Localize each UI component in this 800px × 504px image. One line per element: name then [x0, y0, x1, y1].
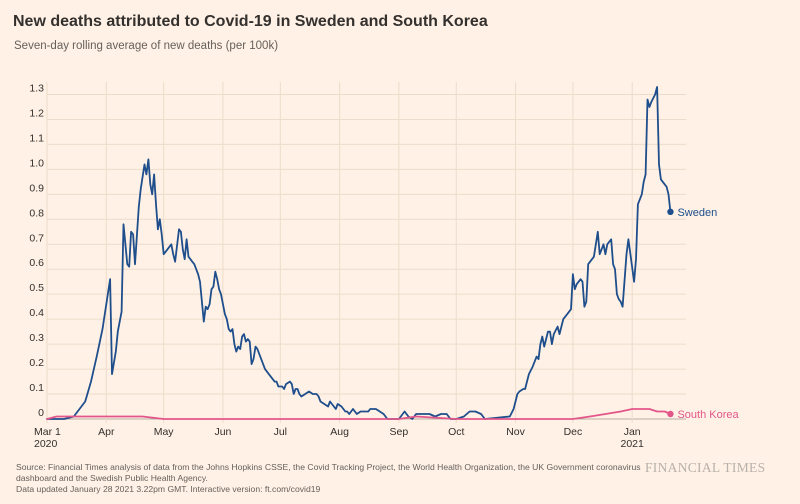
y-tick-label: 0.3: [29, 332, 44, 344]
y-tick-label: 0.2: [29, 357, 44, 369]
vertical-gridlines: [46, 82, 633, 423]
sweden-end-marker: [667, 208, 674, 216]
y-tick-label: 1.1: [29, 132, 44, 144]
x-tick-label: Jun: [214, 426, 231, 438]
sweden-series-label: Sweden: [677, 207, 717, 219]
south-korea-line: [46, 408, 672, 420]
x-tick-label: Jul: [274, 426, 287, 438]
y-tick-label: 0.4: [29, 307, 44, 319]
y-tick-label: 0.6: [29, 257, 44, 269]
x-tick-label: Aug: [330, 426, 349, 438]
x-tick-label: Jan: [624, 426, 641, 438]
y-tick-label: 1.2: [29, 107, 44, 119]
series-lines: [46, 86, 672, 420]
chart-subtitle: Seven-day rolling average of new deaths …: [14, 40, 279, 52]
x-tick-year-label: 2021: [621, 438, 645, 450]
chart-title: New deaths attributed to Covid-19 in Swe…: [13, 13, 488, 30]
y-tick-label: 0.9: [29, 182, 44, 194]
y-tick-label: 0.1: [29, 382, 44, 394]
x-tick-label: Dec: [564, 426, 583, 438]
y-tick-label: 1.0: [29, 157, 44, 169]
y-tick-label: 0.7: [29, 232, 44, 244]
y-tick-label: 0: [38, 407, 44, 419]
y-axis-tick-labels: 0 0.1 0.2 0.3 0.4 0.5 0.6 0.7 0.8 0.9 1.0 1.1 1.2 1.3: [29, 82, 44, 419]
series-end-markers: Sweden South Korea: [667, 207, 739, 421]
y-tick-label: 0.5: [29, 282, 44, 294]
x-tick-label: Apr: [98, 426, 115, 438]
x-tick-label: Oct: [448, 426, 464, 438]
y-tick-label: 0.8: [29, 207, 44, 219]
x-tick-label: Mar 1: [34, 426, 61, 438]
x-tick-year-label: 2020: [34, 438, 58, 450]
sweden-line: [46, 86, 672, 420]
x-tick-label: May: [154, 426, 175, 438]
publisher-brand: FINANCIAL TIMES: [645, 460, 766, 475]
y-tick-label: 1.3: [29, 82, 44, 94]
horizontal-gridlines: [47, 93, 686, 420]
x-tick-label: Nov: [506, 426, 525, 438]
south-korea-series-label: South Korea: [677, 409, 739, 421]
source-note: Source: Financial Times analysis of data…: [16, 462, 641, 483]
x-tick-label: Sep: [390, 426, 409, 438]
south-korea-end-marker: [667, 410, 674, 418]
data-updated-note: Data updated January 28 2021 3.22pm GMT.…: [16, 484, 321, 494]
